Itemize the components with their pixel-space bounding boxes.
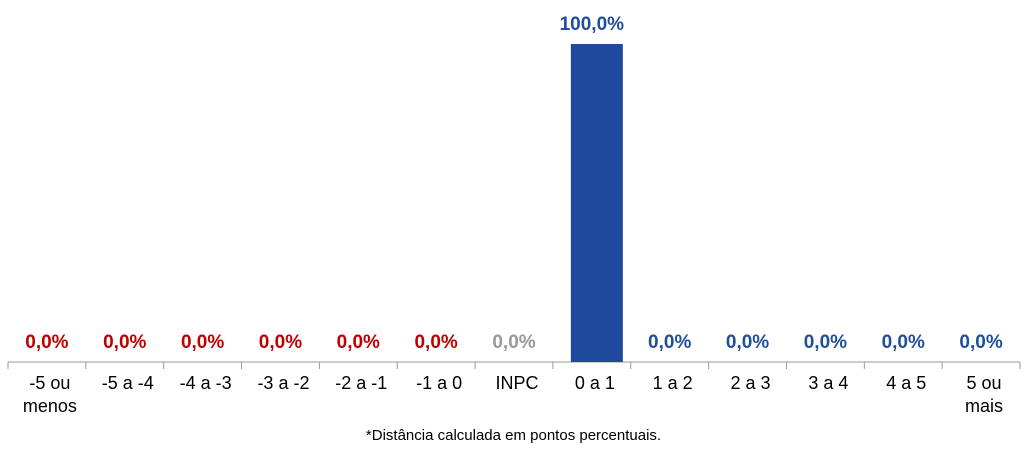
- value-label: 0,0%: [492, 332, 535, 353]
- value-label: 0,0%: [804, 332, 847, 353]
- footnote: *Distância calculada em pontos percentua…: [365, 427, 662, 444]
- x-tick-label: -3 a -2: [257, 373, 310, 393]
- x-tick-label: 3 a 4: [808, 373, 849, 393]
- x-tick-label: -1 a 0: [416, 373, 463, 393]
- value-label: 0,0%: [103, 332, 146, 353]
- x-tick-label: -2 a -1: [335, 373, 388, 393]
- value-label: 0,0%: [181, 332, 224, 353]
- value-label: 0,0%: [648, 332, 691, 353]
- value-label: 0,0%: [414, 332, 457, 353]
- x-tick-label: 4 a 5: [886, 373, 927, 393]
- value-label: 0,0%: [959, 332, 1002, 353]
- x-tick-label: 5 ou mais: [965, 373, 1004, 416]
- x-tick-label: -5 a -4: [101, 373, 154, 393]
- value-label: 100,0%: [560, 14, 625, 35]
- x-tick-label: 2 a 3: [730, 373, 771, 393]
- value-label: 0,0%: [726, 332, 769, 353]
- value-label: 0,0%: [882, 332, 925, 353]
- value-label: 0,0%: [25, 332, 68, 353]
- x-tick-label: -5 ou menos: [22, 373, 77, 416]
- x-tick-label: -4 a -3: [179, 373, 232, 393]
- value-label: 0,0%: [337, 332, 380, 353]
- x-tick-label: 1 a 2: [652, 373, 693, 393]
- x-tick-label: INPC: [495, 373, 539, 393]
- value-label: 0,0%: [259, 332, 302, 353]
- bar: [570, 44, 623, 362]
- x-tick-label: 0 a 1: [574, 373, 615, 393]
